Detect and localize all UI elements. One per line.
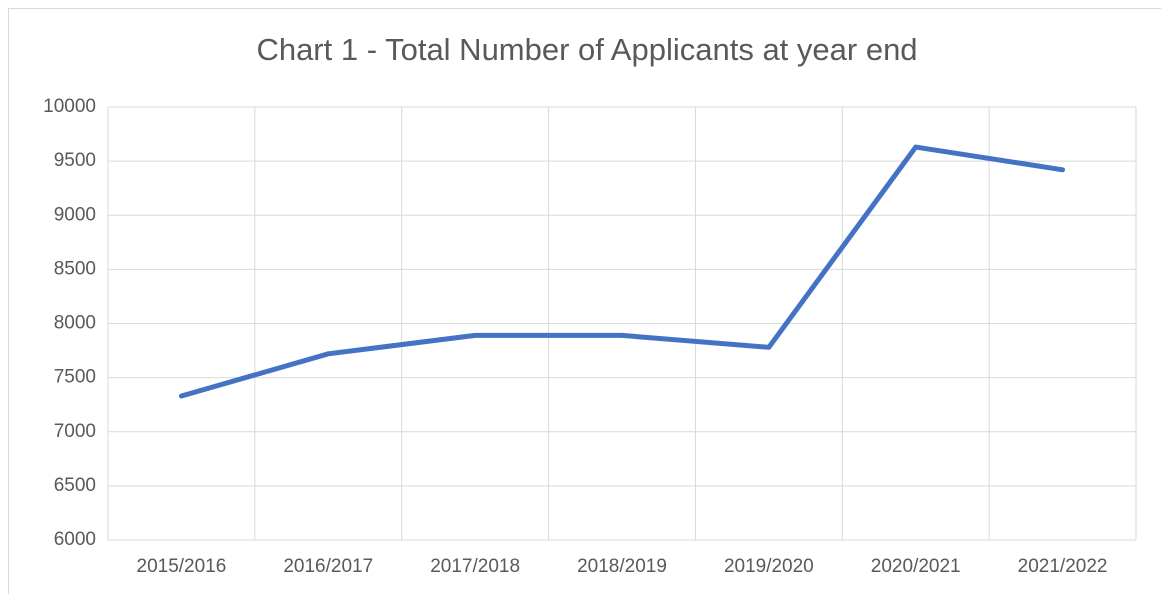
y-tick-label: 6000 [54,529,96,550]
x-tick-label: 2015/2016 [137,556,227,577]
chart-title: Chart 1 - Total Number of Applicants at … [256,32,917,67]
y-tick-label: 10000 [43,96,96,117]
y-tick-label: 7000 [54,421,96,442]
x-tick-label: 2021/2022 [1018,556,1108,577]
x-tick-label: 2019/2020 [724,556,814,577]
x-tick-label: 2020/2021 [871,556,961,577]
y-tick-label: 8000 [54,313,96,334]
line-series [178,144,1066,399]
y-tick-label: 9500 [54,150,96,171]
y-tick-label: 9000 [54,204,96,225]
x-tick-label: 2018/2019 [577,556,667,577]
y-tick-label: 7500 [54,367,96,388]
x-tick-label: 2017/2018 [430,556,520,577]
chart-border [8,8,1161,594]
y-tick-label: 6500 [54,475,96,496]
x-tick-label: 2016/2017 [283,556,373,577]
y-tick-label: 8500 [54,258,96,279]
